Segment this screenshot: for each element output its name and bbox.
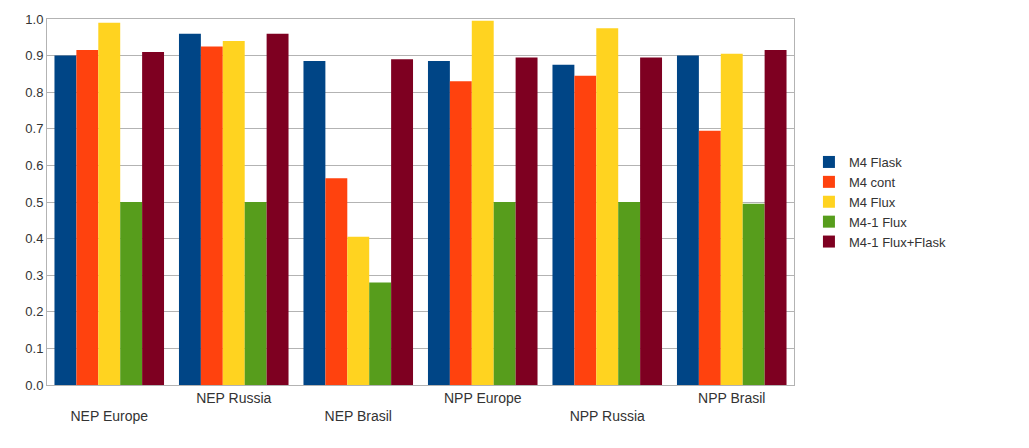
svg-text:0.5: 0.5 <box>25 195 43 210</box>
svg-text:0.3: 0.3 <box>25 268 43 283</box>
svg-text:0.9: 0.9 <box>25 48 43 63</box>
svg-text:0.0: 0.0 <box>25 378 43 393</box>
svg-text:M4 Flask: M4 Flask <box>849 155 902 170</box>
svg-text:0.6: 0.6 <box>25 158 43 173</box>
svg-text:0.1: 0.1 <box>25 341 43 356</box>
svg-text:NPP Brasil: NPP Brasil <box>698 390 765 406</box>
svg-text:NEP Brasil: NEP Brasil <box>325 408 392 424</box>
svg-text:M4-1 Flux+Flask: M4-1 Flux+Flask <box>849 235 946 250</box>
svg-text:NPP Russia: NPP Russia <box>570 408 645 424</box>
svg-text:1.0: 1.0 <box>25 12 43 27</box>
svg-text:NPP Europe: NPP Europe <box>444 390 522 406</box>
svg-text:M4 Flux: M4 Flux <box>849 195 896 210</box>
svg-text:NEP Russia: NEP Russia <box>196 390 271 406</box>
svg-text:0.7: 0.7 <box>25 121 43 136</box>
svg-text:M4-1 Flux: M4-1 Flux <box>849 215 907 230</box>
svg-text:NEP Europe: NEP Europe <box>70 408 148 424</box>
svg-text:M4 cont: M4 cont <box>849 175 896 190</box>
svg-text:0.4: 0.4 <box>25 231 43 246</box>
svg-text:0.8: 0.8 <box>25 85 43 100</box>
svg-text:0.2: 0.2 <box>25 304 43 319</box>
